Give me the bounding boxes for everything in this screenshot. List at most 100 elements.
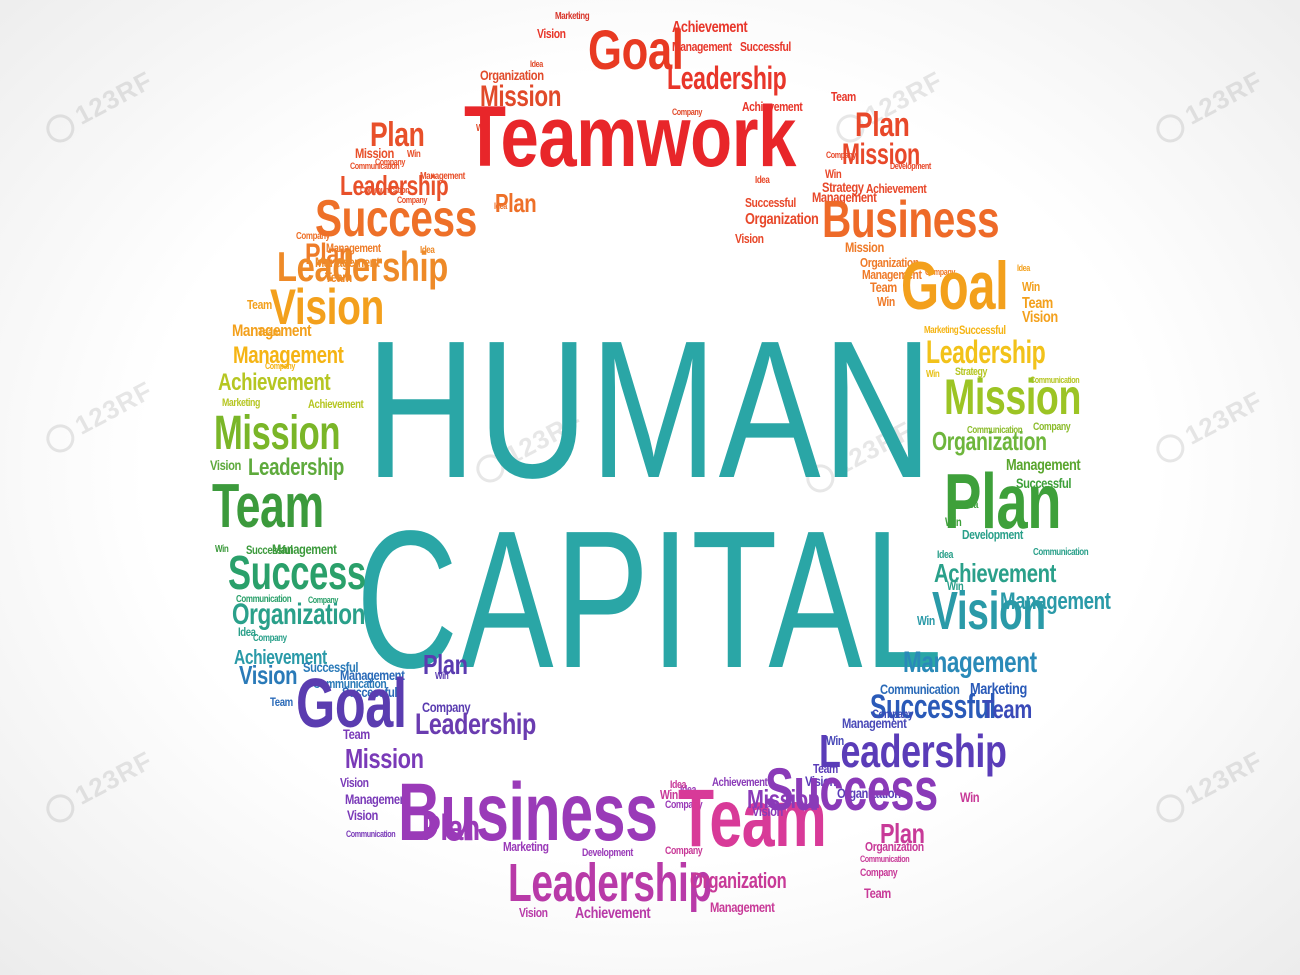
cloud-word: Achievement <box>575 905 651 922</box>
cloud-word: Team <box>212 472 324 541</box>
watermark: 123RF <box>1150 65 1268 148</box>
cloud-word: Management <box>345 791 410 807</box>
cloud-word: Company <box>860 867 898 879</box>
cloud-word: Team <box>678 773 827 864</box>
cloud-word: Development <box>582 847 633 859</box>
cloud-word: Organization <box>932 426 1047 456</box>
cloud-word: Communication <box>1030 375 1080 385</box>
cloud-word: Goal <box>901 248 1009 324</box>
cloud-word: Mission <box>845 239 884 255</box>
cloud-word: Win <box>877 294 895 309</box>
cloud-word: Company <box>872 707 913 721</box>
cloud-word: Management <box>842 715 907 731</box>
cloud-word: Success <box>228 547 366 600</box>
cloud-word: Company <box>375 157 406 167</box>
cloud-word: Marketing <box>503 839 549 854</box>
cloud-word: Mission <box>842 138 920 171</box>
cloud-word: Win <box>826 733 844 748</box>
cloud-word: Mission <box>944 369 1081 425</box>
cloud-word: Goal <box>296 664 407 742</box>
cloud-word: Company <box>925 267 956 277</box>
cloud-word: Marketing <box>222 397 260 409</box>
cloud-word: Organization <box>860 255 919 270</box>
cloud-word: Successful <box>246 543 293 557</box>
cloud-word: Plan <box>880 818 925 849</box>
cloud-word: Management <box>420 171 465 182</box>
cloud-word: Win <box>1022 279 1040 294</box>
cloud-word: Idea <box>962 499 979 511</box>
cloud-word: Company <box>296 231 330 242</box>
cloud-word: Idea <box>530 59 543 69</box>
cloud-word: Management <box>272 541 337 557</box>
cloud-word: Mission <box>345 743 424 774</box>
cloud-word: Vision <box>932 581 1046 641</box>
cloud-word: Organization <box>837 785 901 801</box>
cloud-word: Win <box>435 671 449 682</box>
cloud-word: Team <box>247 297 272 312</box>
cloud-word: Management <box>710 899 775 915</box>
cloud-word: Management <box>862 267 922 282</box>
cloud-word: Communication <box>967 425 1023 436</box>
cloud-word: Organization <box>745 211 819 228</box>
cloud-word: Management <box>340 667 405 683</box>
cloud-word: Idea <box>494 201 507 211</box>
cloud-word: Idea <box>680 784 697 796</box>
cloud-word: Communication <box>1033 547 1089 558</box>
cloud-word: Achievement <box>234 647 327 669</box>
cloud-word: Management <box>812 189 877 205</box>
cloud-word: Management <box>672 39 732 54</box>
cloud-word: Win <box>926 369 940 380</box>
cloud-word: Organization <box>232 598 366 631</box>
cloud-word: Management <box>232 321 312 340</box>
cloud-word: Successful <box>870 688 996 726</box>
cloud-word: Team <box>831 89 856 104</box>
cloud-word: Plan <box>423 649 468 680</box>
cloud-word: Company <box>308 595 339 605</box>
cloud-word: Company <box>397 195 428 205</box>
cloud-word: Vision <box>239 660 298 690</box>
cloud-word: Management <box>1000 588 1111 615</box>
cloud-word: Idea <box>420 245 435 256</box>
cloud-word: Communication <box>236 594 292 605</box>
watermark: 123RF <box>40 745 158 828</box>
cloud-word: Company <box>253 633 287 644</box>
cloud-word: Strategy <box>822 179 864 195</box>
cloud-word: Successful <box>740 39 791 54</box>
cloud-word: Win <box>917 613 935 628</box>
cloud-word: Success <box>765 756 938 823</box>
cloud-word: Company <box>665 799 703 811</box>
cloud-word: Vision <box>752 803 784 819</box>
watermark: 123RF <box>40 65 158 148</box>
cloud-word: Company <box>826 150 857 160</box>
title-line-human: HUMAN <box>365 300 935 519</box>
cloud-word: Vision <box>519 905 548 920</box>
cloud-word: Mission <box>355 145 394 161</box>
watermark: 123RF <box>1150 385 1268 468</box>
cloud-word: Management <box>233 342 344 369</box>
cloud-word: Vision <box>347 807 379 823</box>
cloud-word: Team <box>870 279 897 295</box>
cloud-word: Company <box>422 699 471 715</box>
cloud-word: Marketing <box>555 11 590 22</box>
cloud-word: Achievement <box>672 19 748 36</box>
cloud-word: Management <box>1006 457 1081 474</box>
cloud-word: Team <box>864 885 891 901</box>
cloud-word: Win <box>476 123 490 134</box>
cloud-word: Idea <box>755 175 770 186</box>
cloud-word: Plan <box>422 807 480 848</box>
cloud-word: Vision <box>537 26 566 41</box>
cloud-word: Leadership <box>926 334 1046 370</box>
cloud-word: Leadership <box>508 853 712 913</box>
cloud-word: Achievement <box>934 558 1056 588</box>
cloud-word: Successful <box>342 684 398 700</box>
cloud-word: Communication <box>880 681 960 697</box>
watermark: 123RF <box>1150 745 1268 828</box>
cloud-word: Vision <box>805 773 837 789</box>
cloud-word: Achievement <box>308 397 364 411</box>
cloud-word: Team <box>258 325 281 339</box>
cloud-word: Plan <box>944 457 1062 545</box>
cloud-word: Win <box>215 544 229 555</box>
cloud-word: Development <box>890 161 931 171</box>
cloud-word: Leadership <box>415 708 536 741</box>
